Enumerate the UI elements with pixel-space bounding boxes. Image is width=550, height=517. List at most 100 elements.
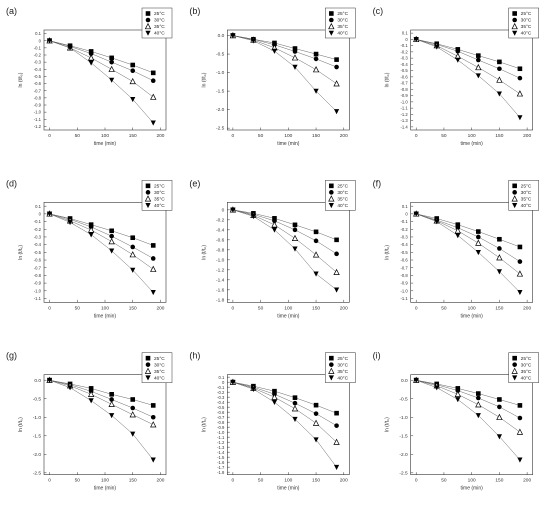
y-tick-label: -1.0 (217, 430, 225, 435)
series-line-2 (416, 213, 521, 262)
y-tick-label: -1.4 (217, 450, 225, 455)
data-point (517, 244, 523, 250)
series-line-1 (49, 40, 154, 74)
y-tick-label: 0 (39, 38, 42, 43)
series-line-4 (49, 380, 154, 460)
y-axis-label: ln (t/t₀) (201, 417, 207, 432)
y-tick-label: -0.9 (400, 281, 408, 286)
legend-marker (511, 22, 518, 30)
y-tick-label: -1.5 (216, 89, 225, 95)
data-point (517, 259, 523, 264)
y-tick-label: -1.5 (33, 433, 42, 439)
legend-marker (145, 375, 151, 381)
data-point (88, 222, 94, 227)
legend-marker (512, 30, 518, 36)
data-point (109, 391, 114, 397)
series-line-3 (416, 380, 521, 433)
data-point (497, 236, 502, 242)
data-point (413, 37, 419, 43)
panel-label: (f) (373, 178, 382, 188)
x-tick-label: 150 (495, 478, 503, 484)
x-tick-label: 100 (284, 133, 292, 139)
legend-marker (512, 17, 517, 23)
data-point (67, 45, 73, 51)
data-point (130, 397, 136, 402)
data-point (67, 385, 73, 391)
legend-marker (329, 355, 334, 361)
legend-marker (512, 355, 517, 361)
data-point (454, 390, 461, 397)
data-point (333, 464, 340, 470)
y-tick-label: -0.7 (217, 415, 225, 420)
data-point (333, 438, 340, 445)
data-point (497, 246, 502, 251)
data-point (109, 55, 114, 61)
legend-entry: 30°C (154, 362, 165, 368)
series-line-4 (232, 209, 337, 291)
y-axis-label: ln (t/t₀) (18, 245, 24, 260)
chart-panel-f: (f) 0.1 0 -0.1 -0.2 -0.3 -0.4 -0.5 -0.6 -0.7 -0.8 -… (373, 178, 539, 319)
data-point (312, 66, 320, 73)
y-tick-label: -1.1 (34, 296, 42, 301)
y-tick-label: -1.1 (400, 106, 408, 111)
legend-marker (145, 355, 151, 361)
data-point (334, 237, 339, 243)
data-point (455, 57, 461, 63)
data-point (313, 88, 319, 94)
data-point (333, 109, 340, 115)
series-line-1 (49, 380, 154, 406)
data-point (455, 388, 461, 393)
y-tick-label: -0.2 (34, 53, 42, 58)
y-tick-label: -0.1 (217, 385, 225, 390)
data-point (496, 76, 503, 83)
x-tick-label: 50 (75, 478, 81, 484)
data-point (230, 207, 236, 213)
legend-marker (145, 17, 151, 23)
data-point (67, 220, 73, 226)
series-line-3 (49, 40, 154, 98)
legend-entry: 40°C (521, 375, 532, 381)
y-tick-label: -1.6 (216, 287, 225, 293)
data-point (496, 269, 502, 275)
data-point (313, 271, 319, 277)
data-point (292, 416, 298, 422)
y-tick-label: -0.8 (34, 95, 42, 100)
data-point (272, 388, 277, 394)
data-point (108, 237, 115, 245)
y-tick-label: -0.4 (216, 227, 225, 233)
data-point (272, 218, 277, 224)
x-tick-label: 50 (258, 133, 264, 139)
y-tick-label: -0.6 (400, 74, 408, 79)
y-tick-label: -0.1 (400, 219, 408, 224)
data-point (109, 59, 114, 65)
series-line-2 (416, 380, 521, 419)
series-line-4 (416, 39, 521, 118)
y-axis-label: ln (t/t₀) (385, 245, 391, 260)
x-tick-label: 100 (468, 133, 476, 139)
data-point (475, 73, 481, 79)
y-tick-label: -0.4 (400, 242, 408, 247)
y-tick-label: -1.4 (400, 124, 408, 129)
legend-entry: 25°C (337, 11, 348, 17)
data-point (88, 386, 94, 391)
y-tick-label: -1.8 (216, 297, 225, 303)
data-point (271, 221, 278, 228)
data-point (87, 54, 95, 61)
legend-marker (512, 11, 517, 16)
data-point (292, 64, 298, 70)
data-point (150, 414, 156, 420)
y-tick-label: -0.5 (400, 250, 408, 255)
x-axis-label: time (min) (461, 141, 484, 147)
data-point (150, 256, 156, 261)
x-axis-label: time (min) (94, 486, 117, 492)
data-point (129, 411, 136, 418)
legend-entry: 40°C (521, 203, 532, 209)
data-point (313, 51, 319, 57)
data-point (129, 251, 136, 258)
data-point (271, 48, 278, 54)
y-tick-label: -0.8 (216, 247, 225, 253)
data-point (292, 49, 298, 54)
legend-entry: 30°C (521, 190, 532, 196)
data-point (517, 403, 523, 408)
y-tick-label: 0.0 (218, 33, 225, 39)
